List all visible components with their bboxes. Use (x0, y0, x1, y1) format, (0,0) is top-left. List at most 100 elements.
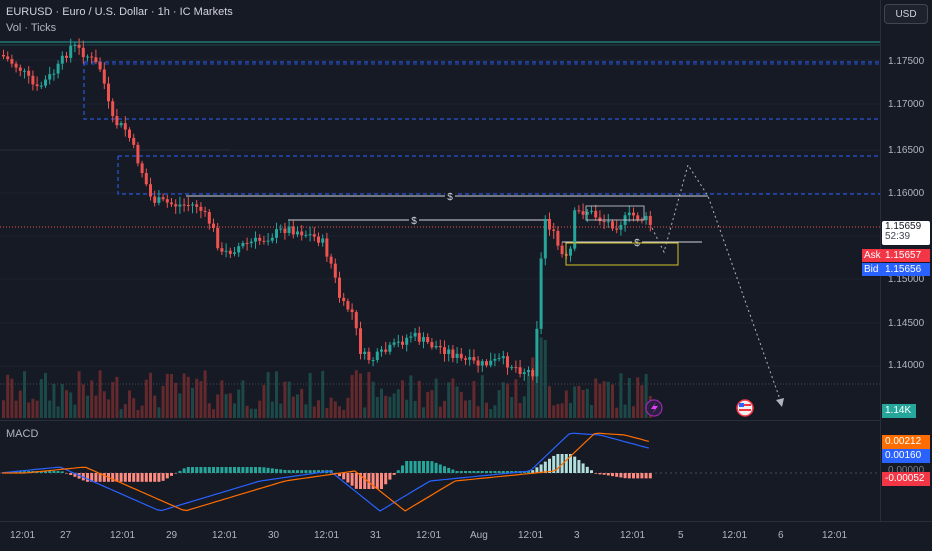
macd-histogram-bar (102, 473, 106, 482)
volume-bar (153, 395, 157, 418)
time-axis[interactable] (0, 521, 932, 551)
macd-histogram-bar (443, 466, 446, 473)
candle-body (300, 231, 304, 236)
volume-bar (258, 400, 262, 418)
us-flag-event-icon[interactable] (736, 399, 754, 417)
macd-histogram-bar (56, 471, 60, 473)
volume-bar (552, 405, 556, 418)
volume-bar (86, 395, 89, 418)
volume-bar (384, 395, 388, 418)
candle-body (581, 211, 585, 215)
volume-bar (501, 382, 505, 418)
volume-bar (291, 396, 295, 418)
volume-bar (165, 373, 169, 418)
symbol-legend[interactable]: EURUSD · Euro / U.S. Dollar · 1h · IC Ma… (6, 6, 233, 18)
candle-body (90, 56, 94, 58)
macd-histogram-bar (90, 473, 94, 482)
candle-body (480, 361, 484, 366)
candle-body (123, 123, 127, 130)
price-chart[interactable]: $ $ $ (0, 0, 880, 420)
volume-bar (312, 406, 316, 418)
macd-histogram-bar (23, 471, 26, 473)
candle-body (417, 332, 421, 342)
candle-body (598, 217, 602, 222)
macd-legend[interactable]: MACD (6, 428, 39, 440)
macd-histogram-bar (375, 473, 379, 489)
macd-histogram-bar (241, 467, 245, 473)
volume-bar (90, 380, 94, 418)
volume-bar (300, 388, 304, 418)
macd-pane[interactable] (0, 421, 880, 521)
bid-value: 1.15656 (882, 263, 930, 276)
volume-bar (245, 405, 249, 418)
macd-histogram-bar (203, 467, 207, 473)
candle-body (228, 250, 232, 254)
macd-histogram-bar (644, 473, 648, 479)
macd-histogram-bar (207, 467, 211, 473)
volume-bar (174, 382, 178, 418)
macd-histogram-bar (279, 469, 283, 473)
macd-histogram-bar (346, 473, 350, 483)
candle-body (627, 212, 631, 216)
volume-legend[interactable]: Vol · Ticks (6, 22, 57, 34)
candle-body (510, 367, 514, 369)
candle-body (560, 245, 564, 255)
volume-bar (447, 382, 451, 418)
volume-bar (262, 384, 266, 418)
candle-body (132, 137, 136, 145)
candle-body (443, 347, 446, 354)
macd-histogram (2, 454, 652, 489)
demand-box-yellow[interactable] (565, 242, 679, 266)
volume-bar (338, 406, 341, 418)
volume-bar (623, 404, 627, 418)
candle-body (136, 144, 140, 164)
volume-bar (430, 390, 434, 418)
candle-body (325, 238, 329, 257)
macd-histogram-bar (468, 471, 472, 473)
candle-body (258, 237, 262, 241)
projection-path[interactable] (651, 163, 783, 406)
lightning-glyph-icon (651, 402, 658, 414)
volume-bar (304, 404, 308, 418)
macd-histogram-bar (577, 460, 581, 473)
volume-bar (606, 381, 610, 418)
macd-histogram-bar (52, 471, 56, 473)
macd-histogram-bar (602, 473, 606, 475)
candle-body (342, 297, 346, 302)
volume-bar (287, 381, 291, 418)
volume-badge: 1.14K (882, 404, 916, 418)
candle-body (392, 342, 396, 345)
volume-bar (279, 403, 283, 418)
volume-bar (342, 409, 346, 418)
macd-chart-svg[interactable] (0, 421, 880, 521)
macd-histogram-bar (413, 461, 417, 473)
candlestick-chart-svg[interactable]: $ $ $ (0, 0, 880, 420)
macd-histogram-bar (94, 473, 98, 482)
candle-body (69, 45, 73, 58)
range-box-white[interactable] (585, 205, 645, 221)
macd-histogram-bar (632, 473, 635, 479)
macd-histogram-bar (119, 473, 123, 482)
candle-body (464, 358, 467, 360)
candle-body (451, 349, 455, 358)
pane-separator[interactable] (0, 420, 932, 421)
macd-histogram-bar (123, 473, 127, 482)
time-label: 6 (778, 530, 784, 541)
volume-bar (266, 372, 270, 418)
volume-bar (522, 396, 526, 418)
volume-bar (329, 397, 333, 418)
volume-bar (350, 375, 354, 418)
volume-bar (325, 407, 329, 418)
candle-body (430, 342, 434, 348)
macd-histogram-bar (182, 468, 186, 473)
macd-histogram-bar (308, 470, 312, 473)
candle-body (270, 237, 274, 241)
macd-histogram-bar (392, 473, 396, 475)
flag-stripe-icon (739, 404, 751, 406)
currency-button[interactable]: USD (884, 4, 928, 24)
candle-body (6, 56, 10, 60)
volume-bar (388, 396, 392, 418)
candles (2, 38, 652, 383)
macd-histogram-bar (212, 467, 215, 473)
volume-bar (2, 400, 5, 418)
